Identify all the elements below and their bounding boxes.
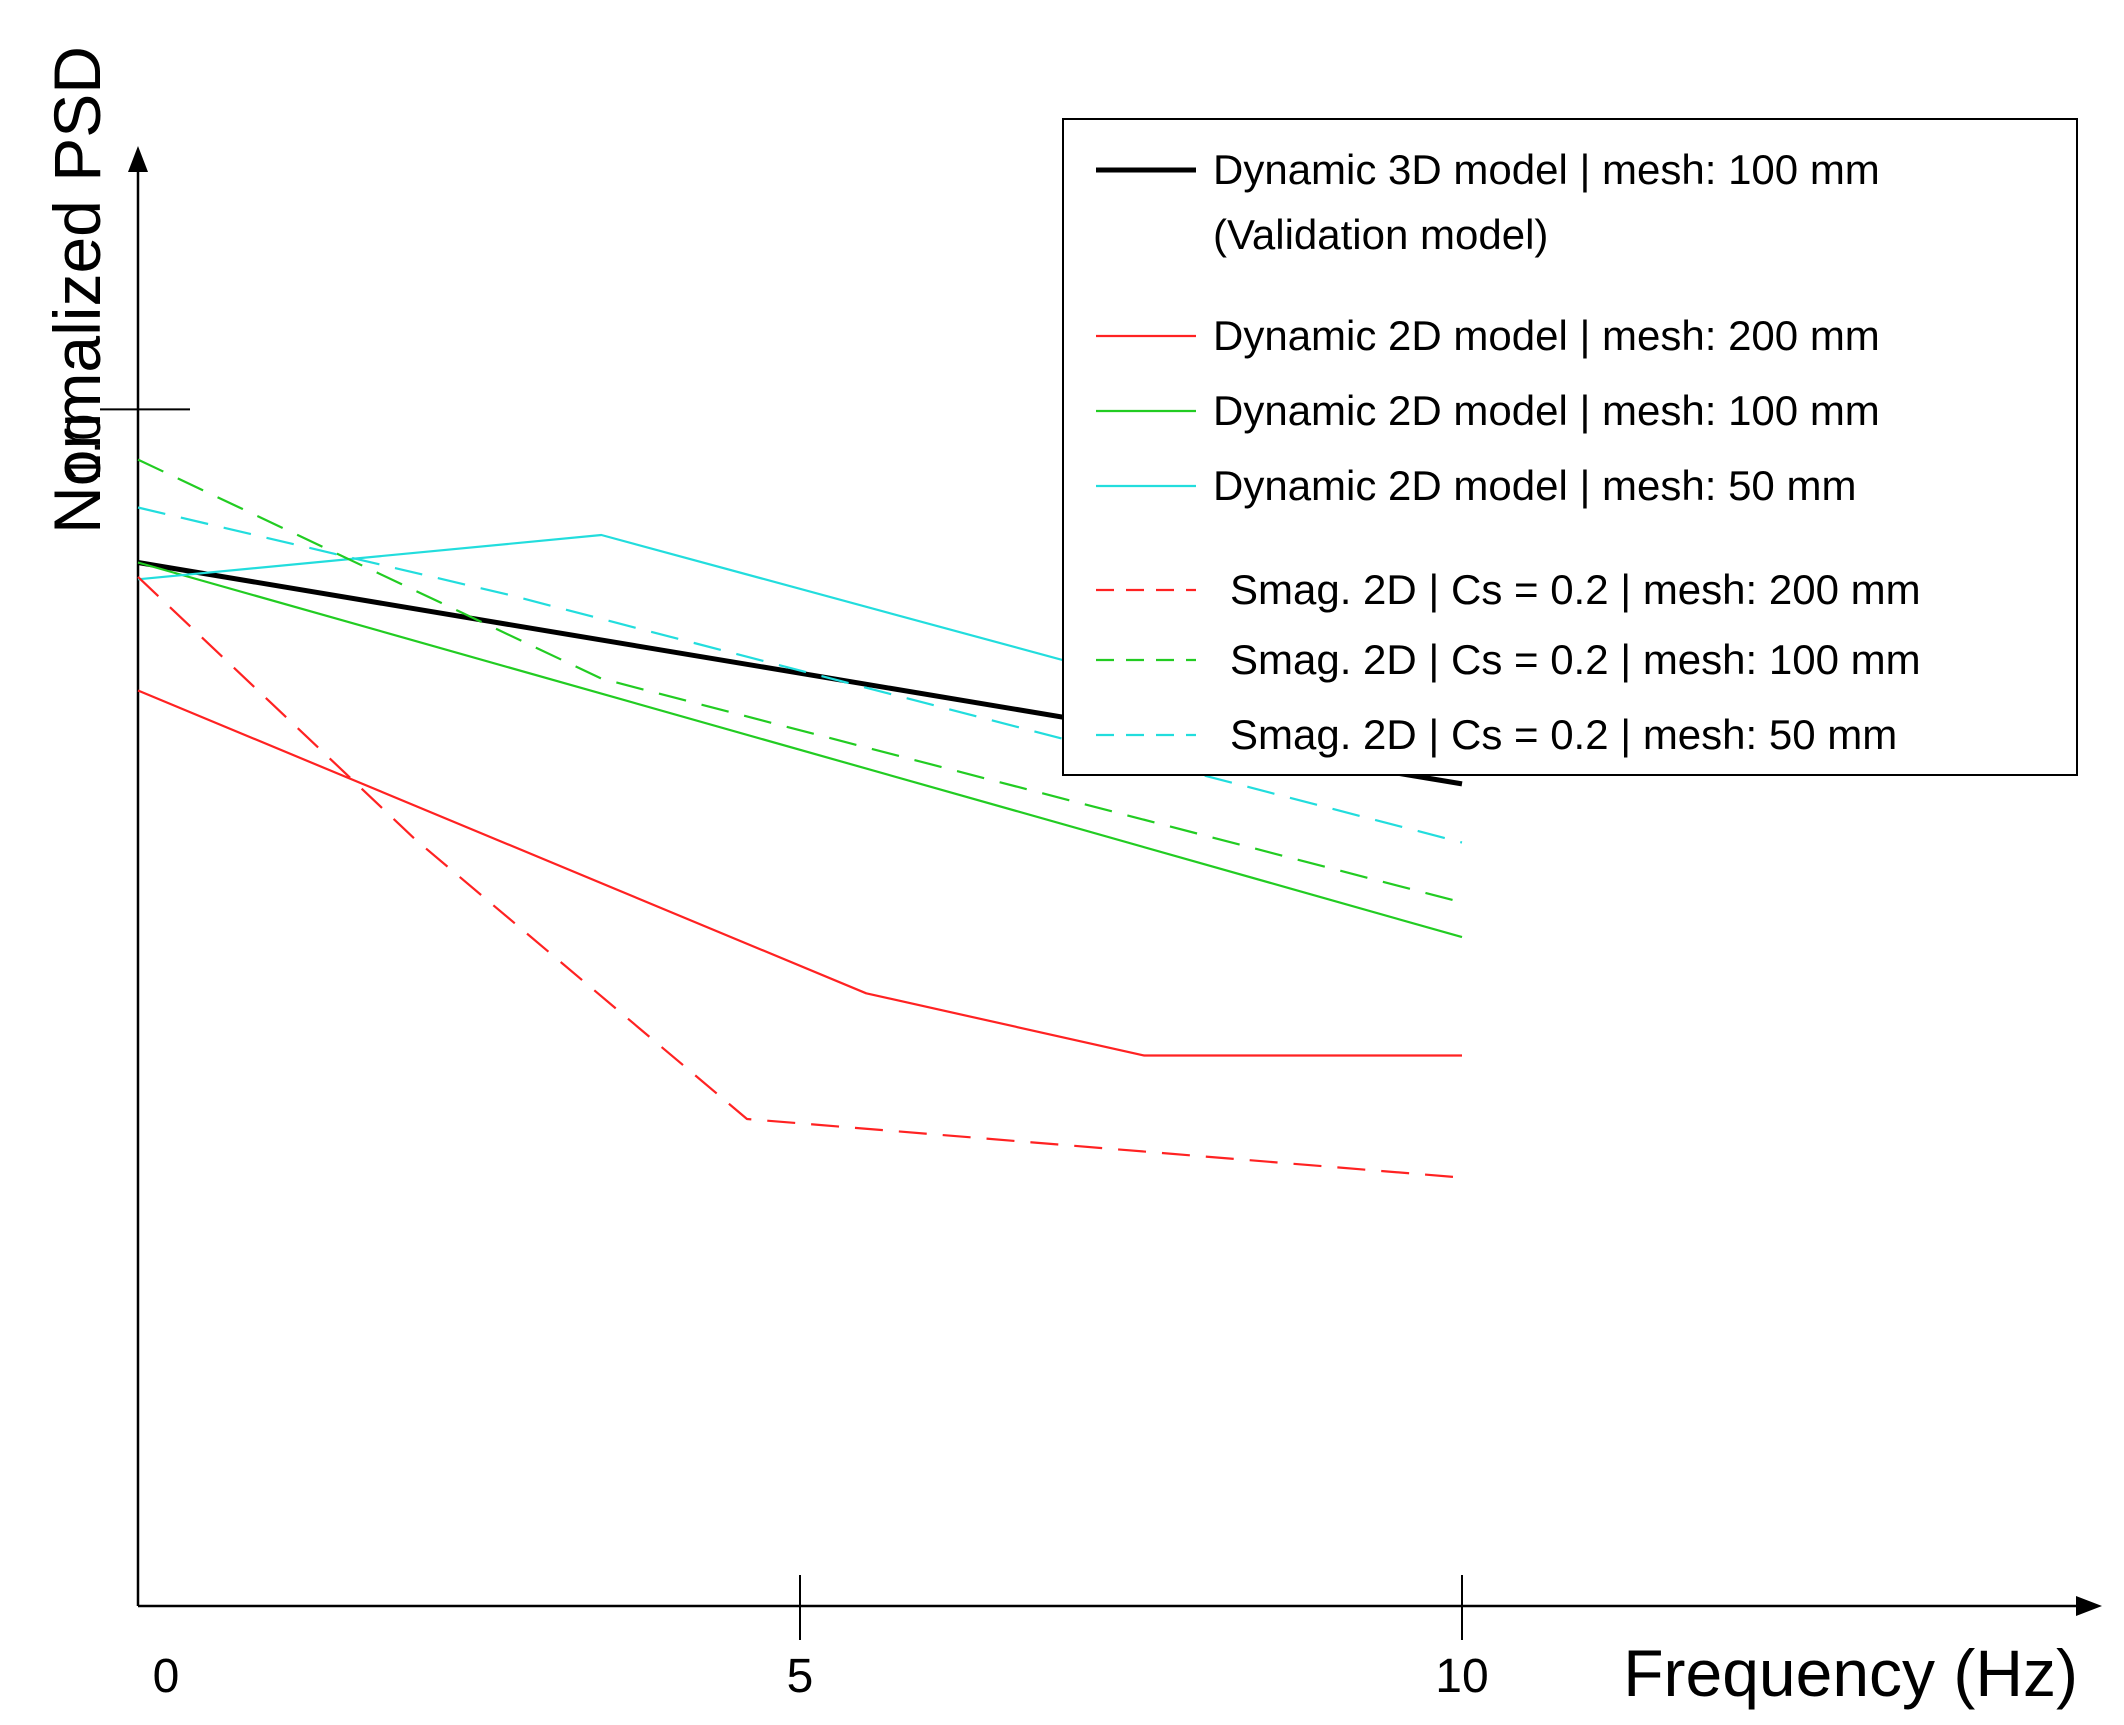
x-axis-title: Frequency (Hz) [1623,1636,2078,1710]
legend-label-4: Dynamic 2D model | mesh: 50 mm [1213,462,1856,509]
series-line-3 [137,561,1463,939]
x-axis-arrow [2076,1596,2102,1616]
x-tick-label: 10 [1435,1650,1488,1703]
x-tick-label: 0 [153,1650,180,1703]
series-line-6 [137,458,1463,904]
legend-label-1-line2: (Validation model) [1213,211,1548,258]
x-tick-label: 5 [787,1650,814,1703]
y-tick-label: 1.0 [58,414,111,481]
legend: Dynamic 3D model | mesh: 100 mm (Validati… [1062,118,2078,776]
series-line-2 [137,689,1462,1057]
y-axis-arrow [128,146,148,172]
legend-label-1: Dynamic 3D model | mesh: 100 mm [1213,146,1880,193]
axis-ticks: 0 5 10 1.0 [58,408,1489,1703]
legend-box [1062,118,2078,776]
legend-label-7: Smag. 2D | Cs = 0.2 | mesh: 50 mm [1230,711,1897,758]
legend-label-2: Dynamic 2D model | mesh: 200 mm [1213,312,1880,359]
series-line-5 [137,576,1463,1179]
y-axis-title: Normalized PSD [40,46,114,534]
legend-items: Dynamic 3D model | mesh: 100 mm (Validati… [1096,146,1921,758]
legend-label-6: Smag. 2D | Cs = 0.2 | mesh: 100 mm [1230,636,1921,683]
legend-label-3: Dynamic 2D model | mesh: 100 mm [1213,387,1880,434]
legend-label-5: Smag. 2D | Cs = 0.2 | mesh: 200 mm [1230,566,1921,613]
